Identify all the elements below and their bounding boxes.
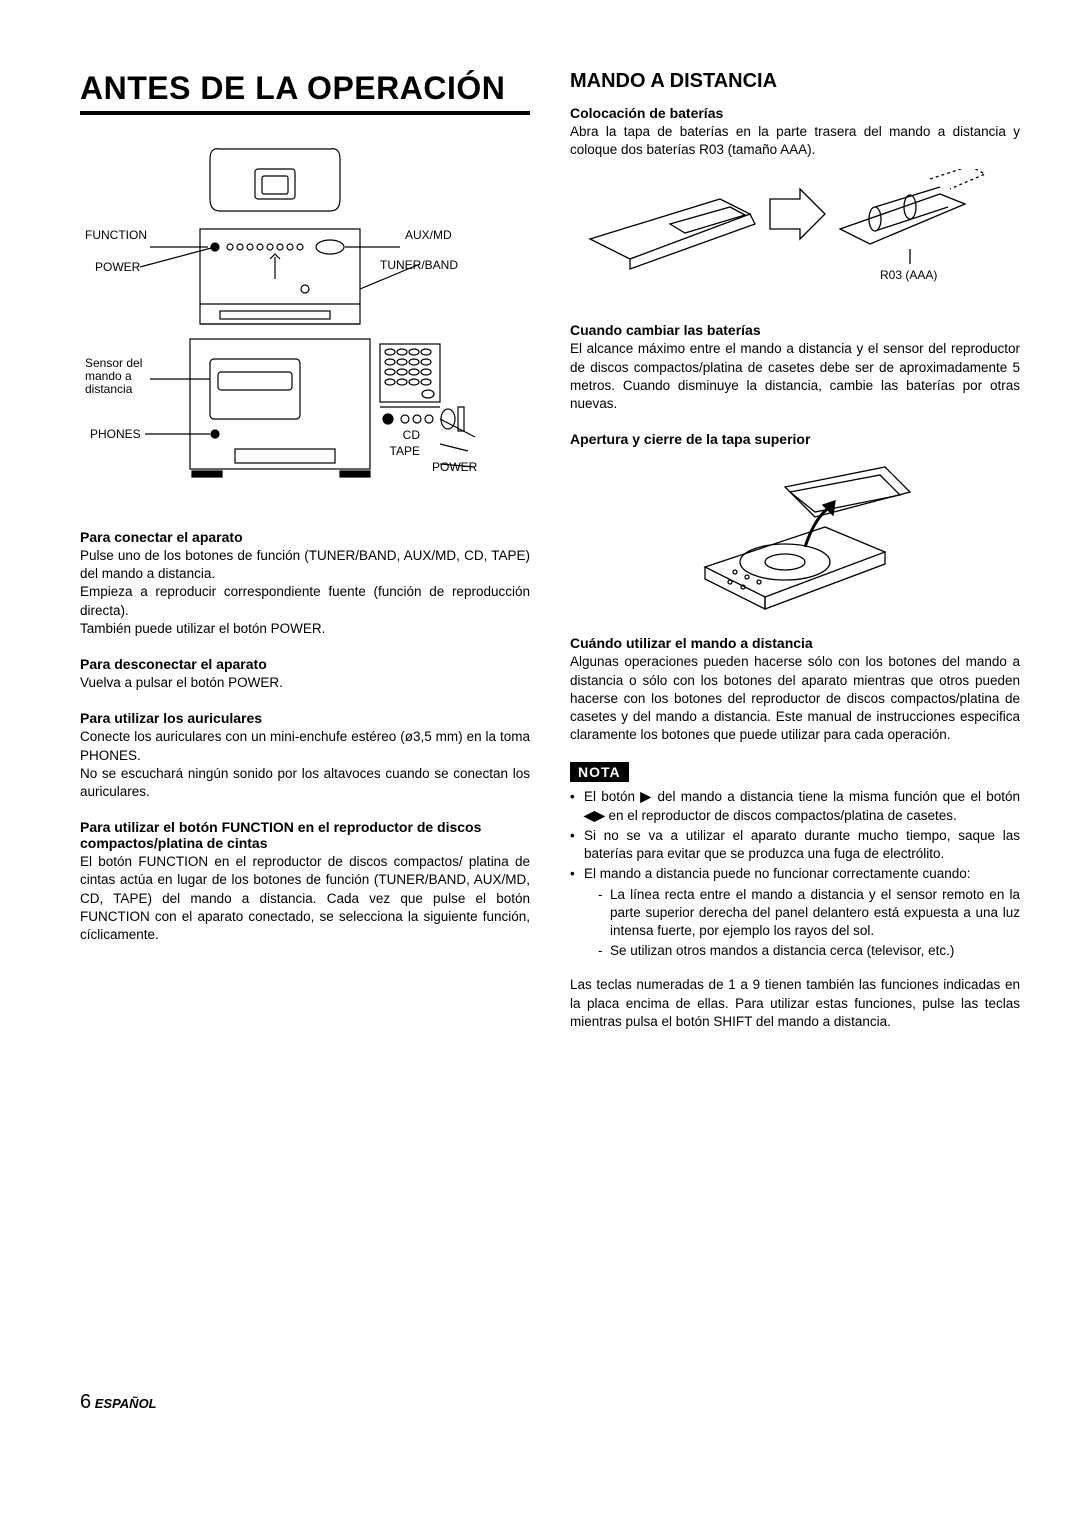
s3-head: Para utilizar los auriculares — [80, 710, 530, 726]
battery-label: R03 (AAA) — [880, 268, 937, 282]
label-power2: POWER — [432, 460, 478, 474]
title-rule — [80, 111, 530, 115]
s2-head: Para desconectar el aparato — [80, 656, 530, 672]
sub-1: La línea recta entre el mando a distanci… — [598, 886, 1020, 941]
nota-list: El botón ▶ del mando a distancia tiene l… — [570, 788, 1020, 960]
b1-p1: Abra la tapa de baterías en la parte tra… — [570, 123, 1020, 159]
s1-p3: También puede utilizar el botón POWER. — [80, 620, 530, 638]
page-footer: 6 ESPAÑOL — [80, 1391, 1020, 1414]
sub-2: Se utilizan otros mandos a distancia cer… — [598, 942, 1020, 960]
b4-p1: Algunas operaciones pueden hacerse sólo … — [570, 653, 1020, 744]
battery-diagram: R03 (AAA) — [570, 169, 1020, 304]
b1-head: Colocación de baterías — [570, 105, 1020, 121]
label-phones: PHONES — [90, 427, 141, 441]
s3-p2: No se escuchará ningún sonido por los al… — [80, 765, 530, 801]
b2-head: Cuando cambiar las baterías — [570, 322, 1020, 338]
b2-p1: El alcance máximo entre el mando a dista… — [570, 340, 1020, 413]
s1-head: Para conectar el aparato — [80, 529, 530, 545]
lid-diagram — [570, 457, 1020, 617]
main-title: ANTES DE LA OPERACIÓN — [80, 70, 530, 107]
b3-head: Apertura y cierre de la tapa superior — [570, 431, 1020, 447]
page-number: 6 — [80, 1391, 91, 1413]
b4-head: Cuándo utilizar el mando a distancia — [570, 635, 1020, 651]
s1-p1: Pulse uno de los botones de función (TUN… — [80, 547, 530, 583]
s2-p1: Vuelva a pulsar el botón POWER. — [80, 674, 530, 692]
label-function: FUNCTION — [85, 228, 147, 242]
label-tape: TAPE — [390, 444, 420, 458]
label-power: POWER — [95, 260, 141, 274]
page-lang: ESPAÑOL — [95, 1396, 157, 1411]
s3-p1: Conecte los auriculares con un mini-ench… — [80, 728, 530, 764]
s4-p1: El botón FUNCTION en el reproductor de d… — [80, 853, 530, 944]
svg-text:Sensor delmando adistancia: Sensor delmando adistancia — [85, 356, 142, 396]
s1-p2: Empieza a reproducir correspondiente fue… — [80, 583, 530, 619]
bullet-2: Si no se va a utilizar el aparato durant… — [570, 827, 1020, 863]
tail-text: Las teclas numeradas de 1 a 9 tienen tam… — [570, 976, 1020, 1031]
bullet-1: El botón ▶ del mando a distancia tiene l… — [570, 788, 1020, 824]
bullet-3: El mando a distancia puede no funcionar … — [570, 865, 1020, 960]
device-diagram: FUNCTION POWER Sensor delmando adistanci… — [80, 139, 530, 499]
nota-badge: NOTA — [570, 762, 629, 782]
label-cd: CD — [403, 428, 421, 442]
s4-head: Para utilizar el botón FUNCTION en el re… — [80, 819, 530, 851]
label-tunerband: TUNER/BAND — [380, 258, 458, 272]
label-auxmd: AUX/MD — [405, 228, 452, 242]
subtitle: MANDO A DISTANCIA — [570, 70, 1020, 93]
